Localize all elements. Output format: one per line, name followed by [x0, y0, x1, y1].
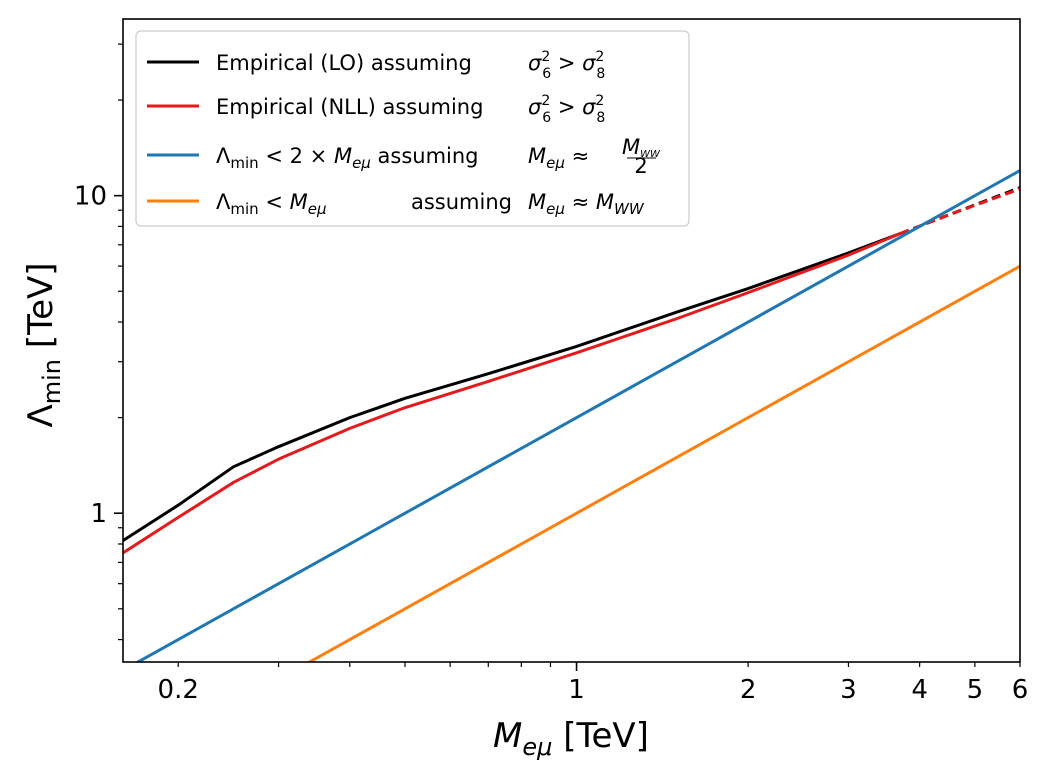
x-tick-label: 0.2 [158, 675, 199, 705]
series-line-5 [306, 264, 1020, 662]
legend-math-nll: σ2 6 > σ2 8 [528, 93, 605, 126]
x-tick-label: 2 [740, 675, 757, 705]
svg-text:Meμ [TeV]: Meμ [TeV] [493, 716, 649, 761]
legend-math-1x: Meμ ≈ MWW [528, 190, 645, 218]
legend-entry-2x: Λmin < 2 × Meμ assuming Meμ ≈ MWW 2 [147, 135, 661, 178]
y-axis-title: Λmin [TeV] [21, 262, 66, 427]
y-axis: 1 10 [74, 43, 123, 641]
legend-math-lo: σ2 6 > σ2 8 [528, 49, 605, 82]
x-tick-label: 1 [568, 675, 585, 705]
legend-entry-1x: Λmin < Meμ assuming Meμ ≈ MWW [147, 190, 645, 218]
legend: Empirical (LO) assuming σ2 6 > σ2 8 Empiri… [135, 30, 690, 227]
legend-box [135, 30, 690, 227]
y-tick-label: 1 [90, 499, 107, 529]
series-line-4 [134, 169, 1020, 662]
x-tick-label: 3 [840, 675, 857, 705]
x-axis-title: Meμ [TeV] [493, 716, 649, 761]
legend-label-1x: Λmin < Meμ assuming [216, 190, 512, 218]
y-tick-label: 10 [74, 182, 107, 212]
series-layer [123, 169, 1020, 662]
x-tick-label: 5 [967, 675, 984, 705]
plot-frame [122, 18, 1021, 663]
legend-math-2x: Meμ ≈ [528, 144, 589, 172]
x-tick-label: 6 [1012, 675, 1029, 705]
legend-label-nll: Empirical (NLL) assuming [216, 95, 483, 119]
legend-entry-nll: Empirical (NLL) assuming σ2 6 > σ2 8 [147, 93, 605, 126]
series-line-2 [123, 232, 901, 555]
legend-label-lo: Empirical (LO) assuming [216, 51, 472, 75]
legend-label-2x: Λmin < 2 × Meμ assuming [216, 144, 479, 172]
x-tick-label: 4 [911, 675, 928, 705]
x-axis: 0.2 1 2 3 4 5 6 [158, 662, 1029, 705]
legend-frac-den: 2 [634, 154, 647, 178]
series-line-0 [123, 232, 901, 542]
legend-entry-lo: Empirical (LO) assuming σ2 6 > σ2 8 [147, 49, 605, 82]
svg-text:Λmin [TeV]: Λmin [TeV] [21, 262, 66, 427]
